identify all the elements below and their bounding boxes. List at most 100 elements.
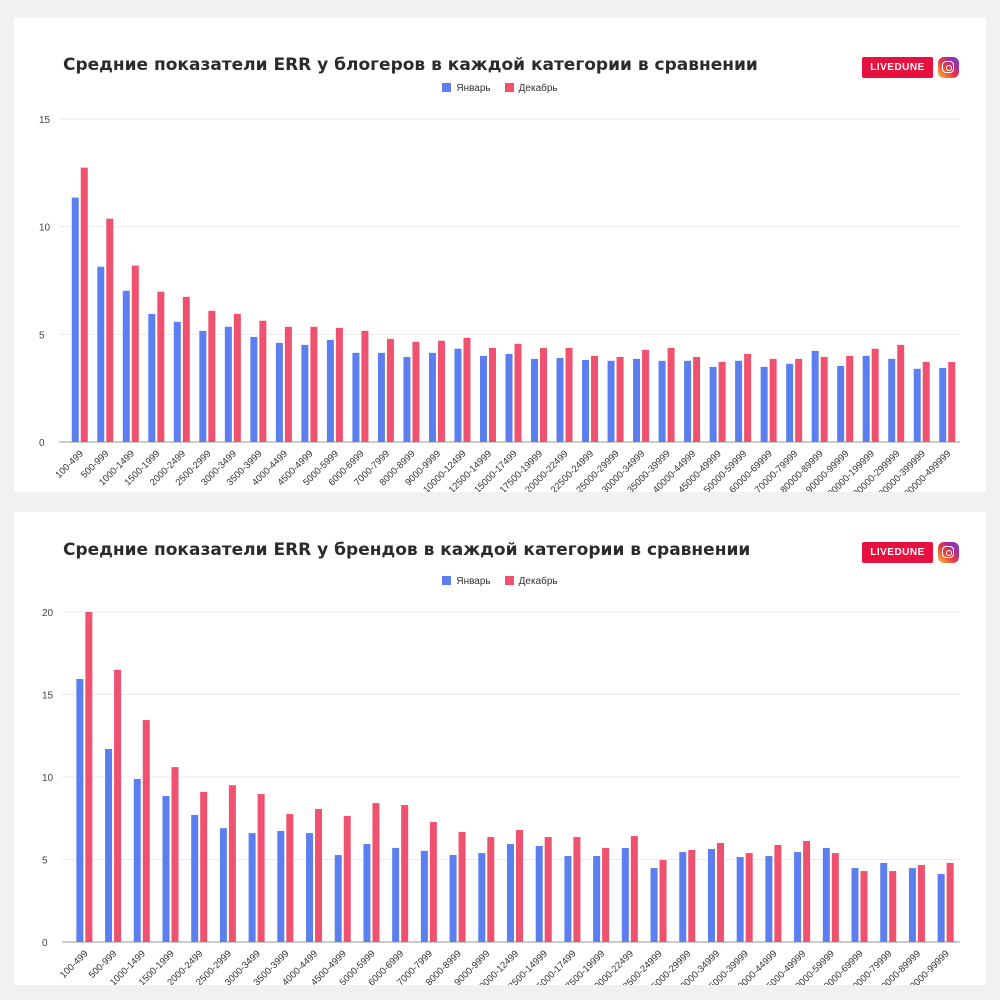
y-tick-label: 10 <box>39 223 51 234</box>
bar-dec <box>573 837 581 942</box>
legend-swatch-jan <box>442 576 452 585</box>
brands-chart-card: Средние показатели ERR у брендов в каждо… <box>14 512 986 985</box>
legend-label: Январь <box>456 83 491 94</box>
bar-dec <box>616 356 624 442</box>
bar-jan <box>658 360 666 442</box>
bar-jan <box>105 748 113 942</box>
bar-dec <box>514 343 522 442</box>
bar-jan <box>352 352 360 442</box>
bar-jan <box>556 358 564 442</box>
bar-jan <box>684 360 692 442</box>
bar-dec <box>315 809 323 942</box>
bar-dec <box>795 358 803 442</box>
bar-jan <box>735 360 743 442</box>
bar-jan <box>76 678 84 942</box>
bar-jan <box>760 366 768 442</box>
bar-dec <box>693 356 701 442</box>
bar-jan <box>709 366 717 442</box>
bar-dec <box>114 669 122 942</box>
bar-jan <box>428 352 436 442</box>
bar-jan <box>908 868 916 942</box>
bar-dec <box>889 871 897 942</box>
bar-dec <box>602 847 610 942</box>
bar-jan <box>765 856 773 942</box>
bar-dec <box>208 310 216 442</box>
bar-dec <box>361 330 369 442</box>
bar-dec <box>803 841 811 942</box>
y-tick-label: 15 <box>39 115 51 126</box>
bar-jan <box>479 355 487 442</box>
bar-dec <box>946 862 954 942</box>
bar-jan <box>593 856 601 942</box>
bar-dec <box>871 348 879 442</box>
bar-dec <box>228 785 236 942</box>
bar-jan <box>531 358 539 442</box>
bar-dec <box>157 291 165 442</box>
bar-jan <box>582 359 590 442</box>
bar-dec <box>233 313 241 442</box>
bar-dec <box>463 337 471 442</box>
chart-title: Средние показатели ERR у блогеров в кажд… <box>63 55 758 75</box>
bar-jan <box>786 363 794 442</box>
legend-item-dec: Декабрь <box>504 83 558 94</box>
bar-dec <box>85 612 93 942</box>
bar-dec <box>565 347 573 442</box>
livedune-logo: LIVEDUNE <box>862 542 933 563</box>
bar-dec <box>257 793 265 942</box>
bar-dec <box>831 853 839 942</box>
bar-jan <box>275 342 283 442</box>
legend-item-dec: Декабрь <box>504 576 558 587</box>
bar-jan <box>505 353 513 442</box>
y-tick-label: 0 <box>42 938 48 949</box>
bar-dec <box>718 361 726 442</box>
bar-dec <box>200 791 208 942</box>
bar-jan <box>913 368 921 442</box>
bar-jan <box>97 266 105 442</box>
bar-jan <box>420 850 428 942</box>
bar-jan <box>862 355 870 442</box>
bar-dec <box>744 353 752 442</box>
bar-dec <box>897 344 905 442</box>
chart-legend: Январь Декабрь <box>14 576 986 587</box>
bar-dec <box>745 853 753 942</box>
y-tick-label: 5 <box>42 856 48 867</box>
bar-jan <box>224 326 232 442</box>
bloggers-bar-chart: 051015100-499500-9991000-14991500-199920… <box>39 115 960 492</box>
bar-jan <box>306 833 314 942</box>
bar-dec <box>372 803 380 942</box>
bar-dec <box>948 361 956 442</box>
bar-jan <box>162 795 170 942</box>
bar-dec <box>544 837 552 942</box>
bar-dec <box>412 341 420 442</box>
y-tick-label: 0 <box>39 438 45 449</box>
bar-jan <box>403 356 411 442</box>
chart-title: Средние показатели ERR у брендов в каждо… <box>63 540 751 560</box>
bar-dec <box>284 326 292 442</box>
bar-dec <box>591 355 599 442</box>
bar-dec <box>516 829 523 942</box>
bar-dec <box>769 358 777 442</box>
legend-label: Декабрь <box>518 576 558 587</box>
bar-dec <box>182 296 190 442</box>
bar-jan <box>939 367 947 442</box>
bar-dec <box>540 347 548 442</box>
bar-jan <box>71 197 79 442</box>
bar-jan <box>507 843 514 942</box>
bar-dec <box>917 864 925 942</box>
bar-jan <box>301 344 309 442</box>
y-tick-label: 15 <box>42 691 54 702</box>
bloggers-chart-card: Средние показатели ERR у блогеров в кажд… <box>14 18 986 492</box>
bar-jan <box>248 833 256 942</box>
bar-jan <box>122 290 130 442</box>
legend-item-jan: Январь <box>442 576 491 587</box>
bar-jan <box>851 868 859 942</box>
legend-label: Январь <box>456 576 491 587</box>
bar-dec <box>630 836 638 942</box>
y-tick-label: 5 <box>39 330 45 341</box>
bar-dec <box>401 805 409 942</box>
bar-jan <box>707 848 715 942</box>
bar-dec <box>642 349 650 442</box>
legend-label: Декабрь <box>518 83 558 94</box>
instagram-icon <box>938 57 959 78</box>
bar-dec <box>310 326 318 442</box>
